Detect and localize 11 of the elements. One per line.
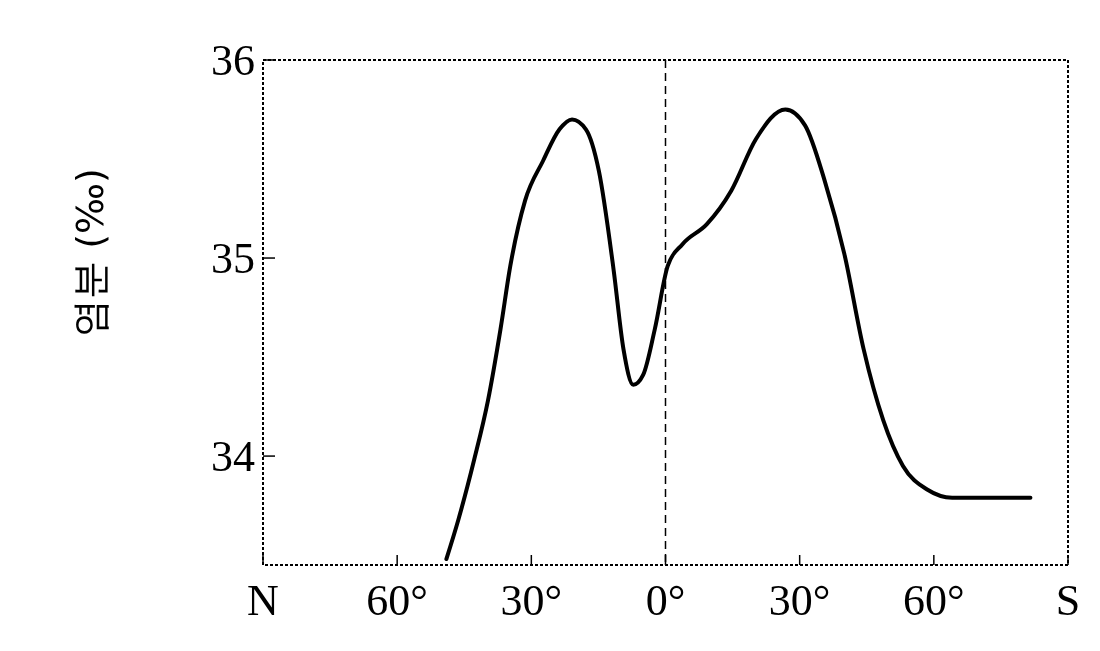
- x-tick-label: 60°: [366, 576, 428, 625]
- x-tick-label: S: [1055, 576, 1081, 625]
- x-tick-label: 0°: [645, 576, 686, 625]
- y-tick-label: 35: [211, 234, 255, 284]
- y-axis-title: 염분 (‰): [68, 168, 112, 337]
- x-tick-label: 30°: [500, 576, 563, 625]
- y-tick-label: 34: [211, 432, 255, 482]
- x-tick-label: 30°: [768, 576, 831, 625]
- x-tick-label: N: [247, 576, 279, 625]
- x-tick-label: 60°: [903, 576, 965, 625]
- y-tick-label: 36: [211, 36, 255, 86]
